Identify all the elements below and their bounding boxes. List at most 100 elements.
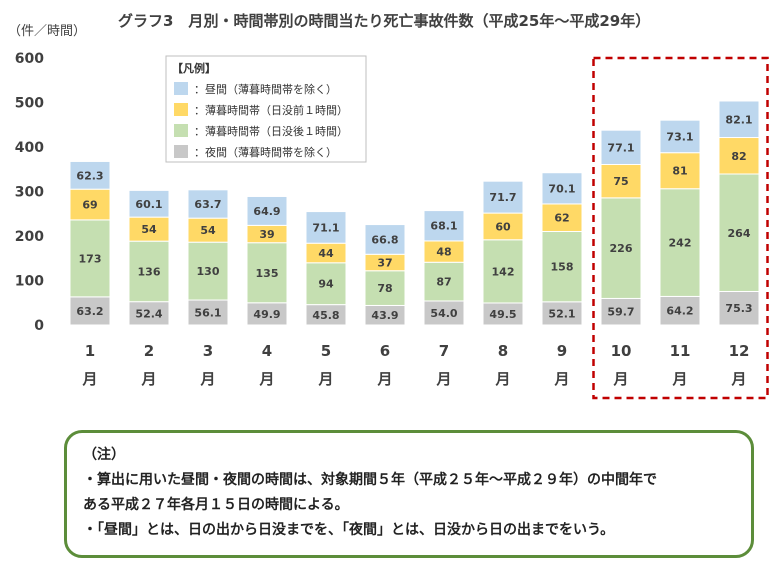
- legend-title: 【凡例】: [172, 61, 216, 75]
- data-label: 77.1: [607, 141, 634, 154]
- data-label: 60.1: [135, 198, 162, 211]
- data-label: 135: [256, 267, 279, 280]
- bar-stack-4: 49.9 135 39 64.9: [246, 195, 288, 326]
- data-label: 75.3: [725, 302, 752, 315]
- data-label: 71.7: [489, 191, 516, 204]
- x-tick-suffix: 月: [140, 370, 156, 388]
- x-tick-label: 9: [557, 342, 567, 360]
- bar-segment: [600, 297, 642, 326]
- data-label: 66.8: [371, 233, 398, 246]
- bar-segment: [423, 261, 465, 302]
- x-tick-suffix: 月: [435, 370, 451, 388]
- data-label: 226: [610, 242, 633, 255]
- data-label: 81: [672, 165, 687, 178]
- bar-segment: [187, 241, 229, 301]
- data-label: 64.2: [666, 305, 693, 318]
- data-label: 71.1: [312, 221, 339, 234]
- legend-frame: [165, 55, 367, 163]
- bar-segment: [187, 217, 229, 243]
- data-label: 54: [141, 223, 157, 236]
- data-label: 62: [554, 212, 569, 225]
- bar-segment: [305, 211, 347, 244]
- data-label: 43.9: [371, 309, 398, 322]
- data-label: 78: [377, 282, 392, 295]
- data-label: 44: [318, 247, 334, 260]
- legend-entry: ：薄暮時間帯（日没後１時間）: [194, 124, 348, 138]
- bar-stack-5: 45.8 94 44 71.1: [305, 211, 347, 326]
- data-label: 69: [82, 199, 97, 212]
- x-axis-categories: 1 月 2 月 3 月 4 月 5 月 6 月 7 月 8 月 9 月 10 月 11 月 12 月: [81, 342, 749, 388]
- data-label: 37: [377, 257, 392, 270]
- legend-swatch: [174, 82, 188, 95]
- data-label: 64.9: [253, 205, 280, 218]
- data-label: 59.7: [607, 306, 634, 319]
- data-label: 73.1: [666, 130, 693, 143]
- data-label: 45.8: [312, 309, 339, 322]
- y-tick-label: 100: [15, 274, 44, 290]
- note-line-2: ある平成２７年各月１５日の時間による。: [83, 497, 349, 513]
- legend: 【凡例】 ：昼間（薄暮時間帯を除く） ：薄暮時間帯（日没前１時間） ：薄暮時間帯（日…: [165, 55, 367, 163]
- y-tick-label: 600: [15, 51, 44, 67]
- legend-entry: ：薄暮時間帯（日没前１時間）: [194, 103, 348, 117]
- bar-stack-8: 49.5 142 60 71.7: [482, 180, 524, 326]
- data-label: 60: [495, 220, 511, 233]
- bar-segment: [69, 296, 111, 326]
- data-label: 54.0: [430, 307, 457, 320]
- x-tick-label: 6: [380, 342, 390, 360]
- data-label: 82.1: [725, 113, 752, 126]
- legend-swatch: [174, 124, 188, 137]
- bar-stack-3: 56.1 130 54 63.7: [187, 189, 229, 326]
- data-label: 52.4: [135, 307, 162, 320]
- data-label: 136: [138, 265, 161, 278]
- x-tick-label: 11: [670, 342, 691, 360]
- bar-segment: [69, 188, 111, 221]
- y-tick-label: 500: [15, 96, 44, 112]
- bar-segment: [600, 197, 642, 299]
- bar-segment: [246, 242, 288, 304]
- bar-segment: [128, 216, 170, 242]
- bar-stack-7: 54.0 87 48 68.1: [423, 210, 465, 326]
- data-label: 52.1: [548, 307, 575, 320]
- data-label: 158: [551, 261, 574, 274]
- data-label: 56.1: [194, 307, 221, 320]
- bar-segment: [600, 129, 642, 165]
- monthly-accident-chart: グラフ3 月別・時間帯別の時間当たり死亡事故件数（平成25年〜平成29年） （件…: [8, 12, 769, 400]
- data-label: 63.2: [76, 305, 103, 318]
- data-label: 54: [200, 224, 216, 237]
- legend-swatch: [174, 103, 188, 116]
- bar-stacks: 63.2 173 69 62.3 52.4 136 54 60.1 56.1 130 54 63.7 4…: [69, 100, 760, 326]
- data-label: 94: [318, 278, 334, 291]
- bar-segment: [659, 188, 701, 297]
- data-label: 173: [79, 252, 102, 265]
- data-label: 49.5: [489, 308, 516, 321]
- note-line-3: ・「昼間」とは、日の出から日没までを、「夜間」とは、日没から日の出までをいう。: [83, 522, 615, 538]
- bar-segment: [128, 240, 170, 303]
- bar-segment: [482, 239, 524, 304]
- bar-segment: [659, 152, 701, 190]
- bar-segment: [69, 160, 111, 190]
- y-tick-label: 400: [15, 140, 44, 156]
- x-tick-suffix: 月: [317, 370, 333, 388]
- x-tick-label: 4: [262, 342, 272, 360]
- bar-stack-12: 75.3 264 82 82.1: [718, 100, 760, 326]
- x-tick-label: 5: [321, 342, 331, 360]
- bar-segment: [128, 189, 170, 218]
- x-tick-suffix: 月: [81, 370, 97, 388]
- x-tick-label: 10: [611, 342, 632, 360]
- data-label: 130: [197, 265, 220, 278]
- bar-segment: [600, 163, 642, 199]
- data-label: 62.3: [76, 169, 103, 182]
- note-box: （注） ・算出に用いた昼間・夜間の時間は、対象期間５年（平成２５年〜平成２９年）…: [64, 430, 754, 558]
- x-tick-label: 12: [729, 342, 750, 360]
- legend-swatch: [174, 145, 188, 158]
- x-tick-suffix: 月: [612, 370, 628, 388]
- bar-stack-10: 59.7 226 75 77.1: [600, 129, 642, 326]
- bar-stack-2: 52.4 136 54 60.1: [128, 189, 170, 326]
- data-label: 70.1: [548, 182, 575, 195]
- legend-entry: ：昼間（薄暮時間帯を除く）: [194, 82, 337, 96]
- note-line-1: ・算出に用いた昼間・夜間の時間は、対象期間５年（平成２５年〜平成２９年）の中間年…: [83, 472, 657, 488]
- x-tick-suffix: 月: [376, 370, 392, 388]
- bar-stack-11: 64.2 242 81 73.1: [659, 119, 701, 326]
- data-label: 49.9: [253, 308, 280, 321]
- x-tick-suffix: 月: [494, 370, 510, 388]
